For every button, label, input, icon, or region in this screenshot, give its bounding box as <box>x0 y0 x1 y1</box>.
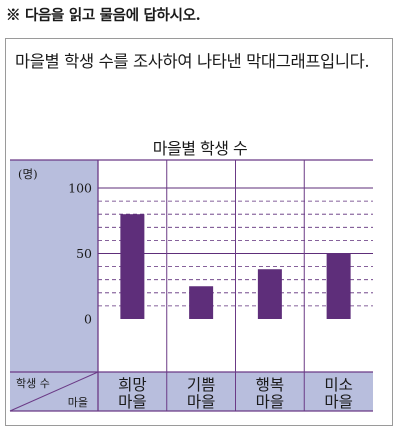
chart-title: 마을별 학생 수 <box>152 139 248 158</box>
category-label: 미소 마을 <box>324 376 353 411</box>
y-tick-label: 50 <box>76 246 92 261</box>
category-label: 기쁨 마을 <box>187 376 216 411</box>
category-label: 행복 마을 <box>256 376 285 411</box>
header-diagonal <box>9 371 99 412</box>
question-text: 마을별 학생 수를 조사하여 나타낸 막대그래프입니다. <box>15 52 370 71</box>
bar <box>189 286 214 319</box>
y-unit-label: (명) <box>18 167 38 181</box>
y-tick-label: 0 <box>84 312 92 327</box>
question-card: 마을별 학생 수를 조사하여 나타낸 막대그래프입니다. 마을별 학생 수 (명… <box>5 38 393 426</box>
bar <box>257 269 282 319</box>
bar <box>326 253 351 319</box>
category-label: 희망 마을 <box>118 376 147 411</box>
bar-chart: (명) 0 50 100 학생 수마을 희망 마을 기쁨 마을 행복 마을 미소 마을 <box>9 159 373 412</box>
y-axis-panel <box>10 160 98 372</box>
instruction-text: ※ 다음을 읽고 물음에 답하시오. <box>6 7 201 24</box>
y-tick-label: 100 <box>68 181 92 196</box>
header-col-label: 마을 <box>68 396 88 409</box>
category-label-panel <box>10 372 373 411</box>
header-row-label: 학생 수 <box>16 377 50 390</box>
bar <box>120 214 145 319</box>
